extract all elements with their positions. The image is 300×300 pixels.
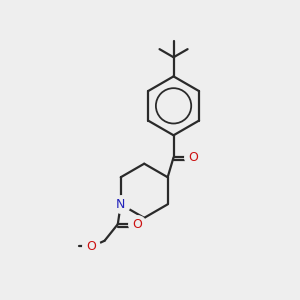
Text: O: O (86, 240, 96, 253)
Text: O: O (133, 218, 142, 231)
Text: N: N (116, 198, 125, 211)
Text: O: O (188, 151, 198, 164)
